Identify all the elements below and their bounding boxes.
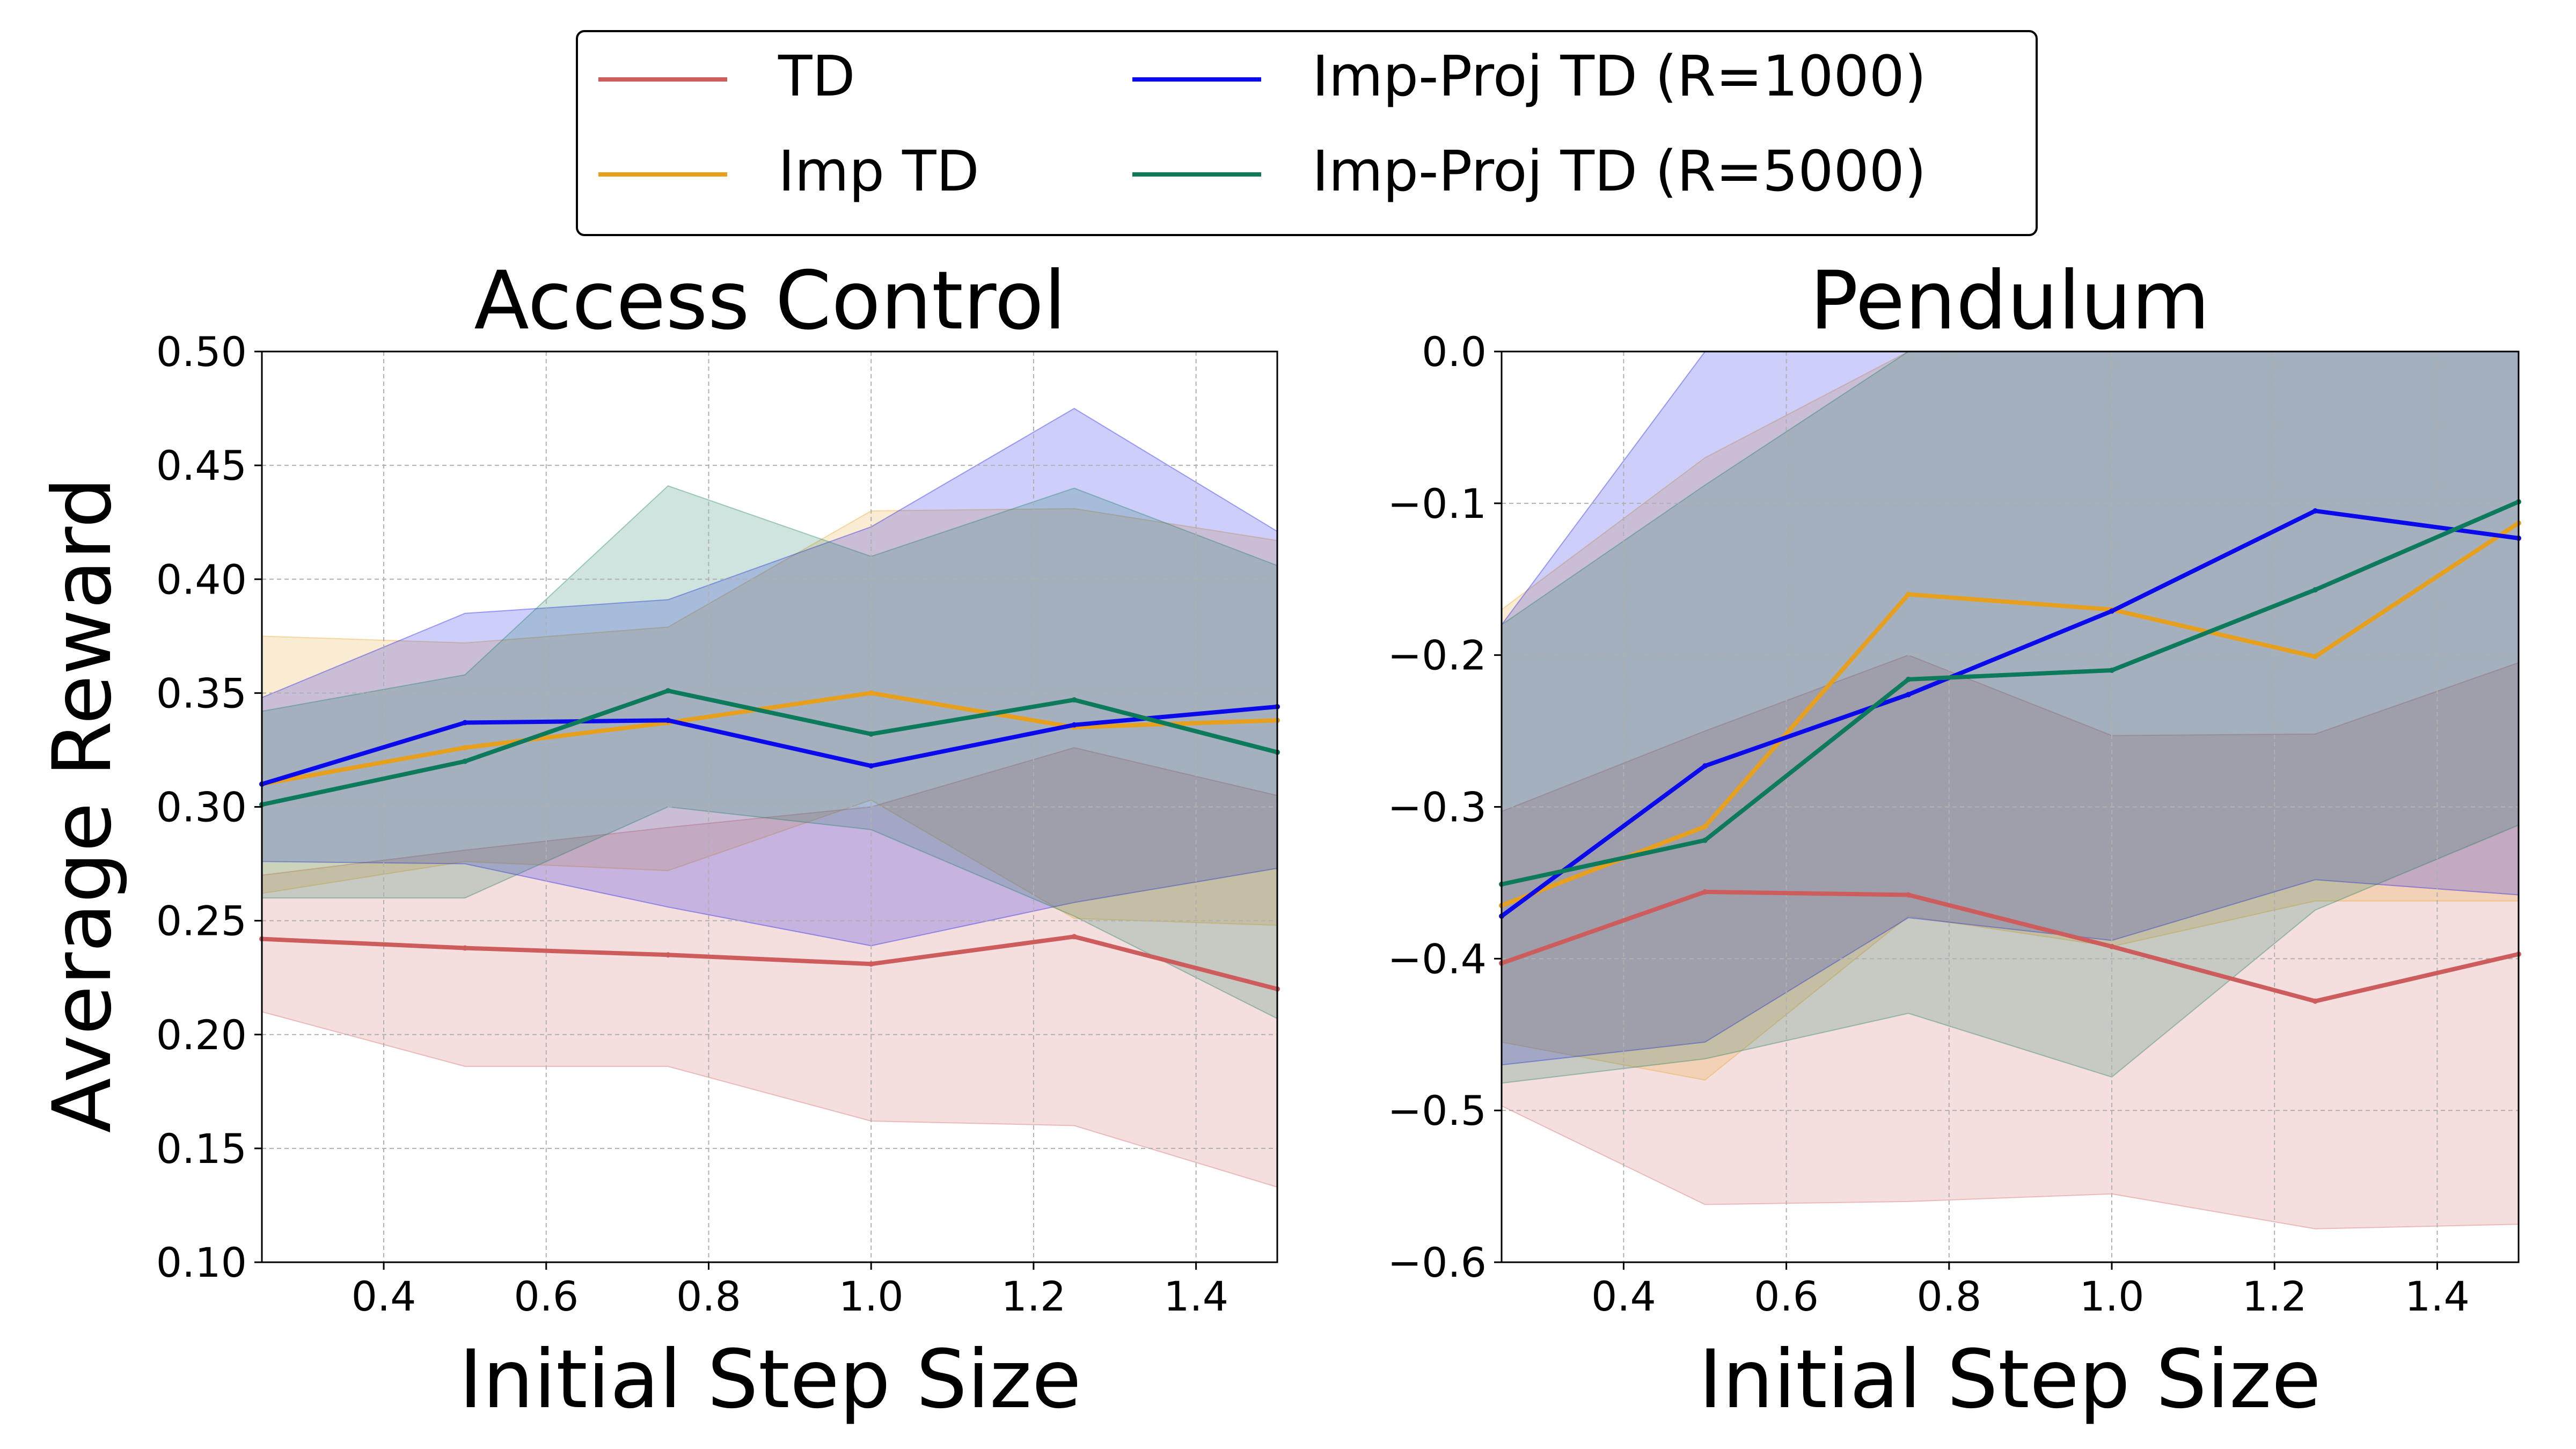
point-imp-proj-td-r-5000 bbox=[2312, 587, 2318, 593]
line-imp-proj-td-r-1000 bbox=[261, 704, 1278, 786]
line-td bbox=[1501, 889, 2519, 1004]
x-axis-label: Initial Step Size bbox=[459, 1333, 1081, 1426]
series-lines bbox=[1499, 499, 2521, 1004]
y-tick-label: −0.1 bbox=[1387, 480, 1487, 528]
point-td bbox=[2312, 998, 2318, 1004]
y-tick-label: 0.20 bbox=[156, 1011, 247, 1059]
point-imp-proj-td-r-1000 bbox=[462, 720, 468, 726]
legend-label-imp-proj-5000: Imp-Proj TD (R=5000) bbox=[1312, 138, 1926, 204]
x-tick-label: 1.4 bbox=[2405, 1272, 2470, 1320]
y-tick-label: 0.10 bbox=[156, 1239, 247, 1286]
point-imp-proj-td-r-1000 bbox=[2109, 608, 2114, 614]
x-tick-label: 1.2 bbox=[1001, 1272, 1066, 1320]
point-imp-td bbox=[2312, 654, 2318, 660]
point-imp-td bbox=[462, 745, 468, 751]
x-tick-label: 0.4 bbox=[1591, 1272, 1656, 1320]
x-ticks: 0.4 0.6 0.8 1.0 1.2 1.4 bbox=[1591, 1262, 2470, 1320]
confidence-bands bbox=[261, 407, 1278, 1188]
point-imp-proj-td-r-1000 bbox=[1702, 763, 1708, 769]
point-td bbox=[665, 952, 671, 958]
y-ticks: −0.6 −0.5 −0.4 −0.3 −0.2 −0.1 0.0 bbox=[1387, 328, 1502, 1286]
point-imp-proj-td-r-5000 bbox=[665, 688, 671, 694]
point-imp-td bbox=[1906, 591, 1911, 597]
chart-pendulum: Pendulum 0.4 0.6 0.8 1.0 1.2 1.4 −0.6 −0.5 −0.4… bbox=[1387, 254, 2521, 1426]
legend-label-imp-proj-1000: Imp-Proj TD (R=1000) bbox=[1312, 43, 1926, 109]
x-ticks: 0.4 0.6 0.8 1.0 1.2 1.4 bbox=[352, 1262, 1228, 1320]
x-tick-label: 1.2 bbox=[2242, 1272, 2307, 1320]
point-imp-proj-td-r-1000 bbox=[868, 763, 874, 769]
chart-access-control: Access Control 0.4 0.6 0.8 1.0 1.2 1.4 0.100.… bbox=[156, 254, 1280, 1426]
point-imp-proj-td-r-5000 bbox=[1702, 837, 1708, 843]
point-td bbox=[1906, 892, 1911, 898]
y-tick-label: 0.35 bbox=[156, 669, 247, 717]
series-lines bbox=[259, 688, 1280, 992]
legend: TD Imp TD Imp-Proj TD (R=1000) Imp-Proj … bbox=[576, 30, 2038, 236]
line-imp-proj-td-r-5000 bbox=[261, 689, 1278, 807]
y-tick-label: −0.2 bbox=[1387, 632, 1487, 679]
x-axis-label: Initial Step Size bbox=[1699, 1333, 2321, 1426]
y-tick-label: 0.30 bbox=[156, 784, 247, 831]
x-tick-label: 0.8 bbox=[1916, 1272, 1981, 1320]
y-tick-label: 0.25 bbox=[156, 897, 247, 945]
point-imp-proj-td-r-5000 bbox=[2109, 667, 2114, 673]
point-imp-td bbox=[1702, 824, 1708, 830]
line-td bbox=[261, 934, 1278, 991]
line-imp-td bbox=[261, 691, 1278, 787]
y-tick-label: 0.15 bbox=[156, 1125, 247, 1173]
point-td bbox=[1071, 934, 1077, 940]
legend-label-imp-td: Imp TD bbox=[778, 138, 979, 204]
x-tick-label: 0.8 bbox=[676, 1272, 741, 1320]
y-tick-label: −0.5 bbox=[1387, 1087, 1487, 1135]
line-imp-td bbox=[1501, 521, 2520, 908]
point-td bbox=[2109, 943, 2114, 949]
x-tick-label: 0.6 bbox=[514, 1272, 579, 1320]
line-imp-proj-td-r-1000 bbox=[1500, 508, 2519, 918]
y-tick-label: −0.4 bbox=[1387, 935, 1487, 983]
y-tick-label: 0.50 bbox=[156, 328, 247, 376]
confidence-bands bbox=[1501, 351, 2519, 1230]
y-tick-label: 0.45 bbox=[156, 442, 247, 489]
legend-label-td: TD bbox=[778, 43, 855, 109]
chart-title: Access Control bbox=[474, 254, 1066, 348]
line-imp-proj-td-r-5000 bbox=[1501, 500, 2520, 887]
y-ticks: 0.10 0.15 0.20 0.25 0.30 0.35 0.40 0.45 0.50 bbox=[156, 328, 262, 1286]
y-axis-label: Average Reward bbox=[36, 477, 129, 1133]
point-imp-proj-td-r-5000 bbox=[1071, 697, 1077, 703]
x-tick-label: 1.0 bbox=[2080, 1272, 2145, 1320]
x-tick-label: 1.0 bbox=[839, 1272, 904, 1320]
point-td bbox=[462, 945, 468, 951]
point-td bbox=[868, 961, 874, 967]
point-imp-proj-td-r-5000 bbox=[462, 758, 468, 764]
point-imp-proj-td-r-1000 bbox=[2312, 508, 2318, 514]
point-imp-proj-td-r-1000 bbox=[1906, 692, 1911, 698]
point-imp-td bbox=[868, 690, 874, 696]
y-tick-label: 0.40 bbox=[156, 555, 247, 603]
point-imp-proj-td-r-1000 bbox=[665, 718, 671, 723]
x-tick-label: 0.4 bbox=[352, 1272, 416, 1320]
point-imp-proj-td-r-1000 bbox=[1071, 722, 1077, 728]
point-imp-proj-td-r-5000 bbox=[1906, 676, 1911, 682]
chart-title: Pendulum bbox=[1810, 254, 2210, 348]
x-tick-label: 1.4 bbox=[1163, 1272, 1228, 1320]
y-tick-label: 0.0 bbox=[1422, 328, 1487, 376]
y-tick-label: −0.3 bbox=[1387, 784, 1487, 831]
legend-frame bbox=[576, 30, 2038, 236]
x-tick-label: 0.6 bbox=[1754, 1272, 1819, 1320]
point-td bbox=[1702, 889, 1708, 895]
point-imp-proj-td-r-5000 bbox=[868, 731, 874, 737]
y-tick-label: −0.6 bbox=[1387, 1239, 1487, 1286]
